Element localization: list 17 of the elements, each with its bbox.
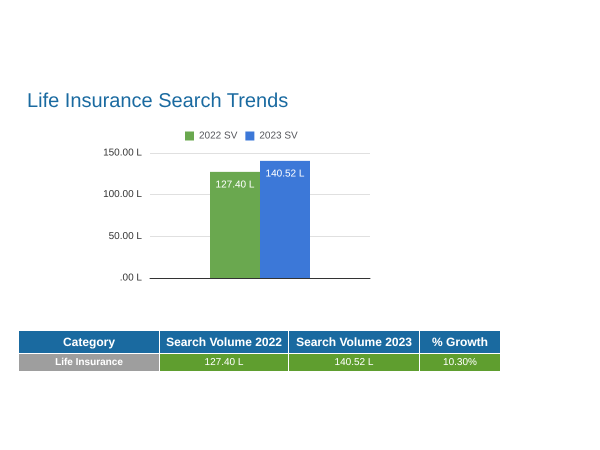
text: Category [18, 330, 160, 354]
text: % Growth [420, 330, 500, 354]
text: 127.40 L [160, 354, 288, 372]
legend-label: 2023 SV [259, 130, 298, 142]
text: Life Insurance [18, 354, 160, 372]
chart-title: Life Insurance Search Trends [27, 90, 288, 112]
text: Search Volume 2023 [288, 330, 420, 354]
y-tick-label: 150.00 L [103, 148, 142, 158]
text: 140.52 L [288, 354, 420, 372]
y-tick-label: .00 L [120, 272, 142, 284]
data-label: 140.52 L [266, 168, 305, 180]
data-label: 127.40 L [216, 179, 255, 190]
text: Search Volume 2022 [160, 330, 288, 354]
y-tick-label: 50.00 L [108, 230, 142, 242]
legend-label: 2022 SV [199, 130, 238, 142]
y-tick-label: 100.00 L [103, 189, 142, 200]
text: 10.30% [420, 354, 500, 372]
